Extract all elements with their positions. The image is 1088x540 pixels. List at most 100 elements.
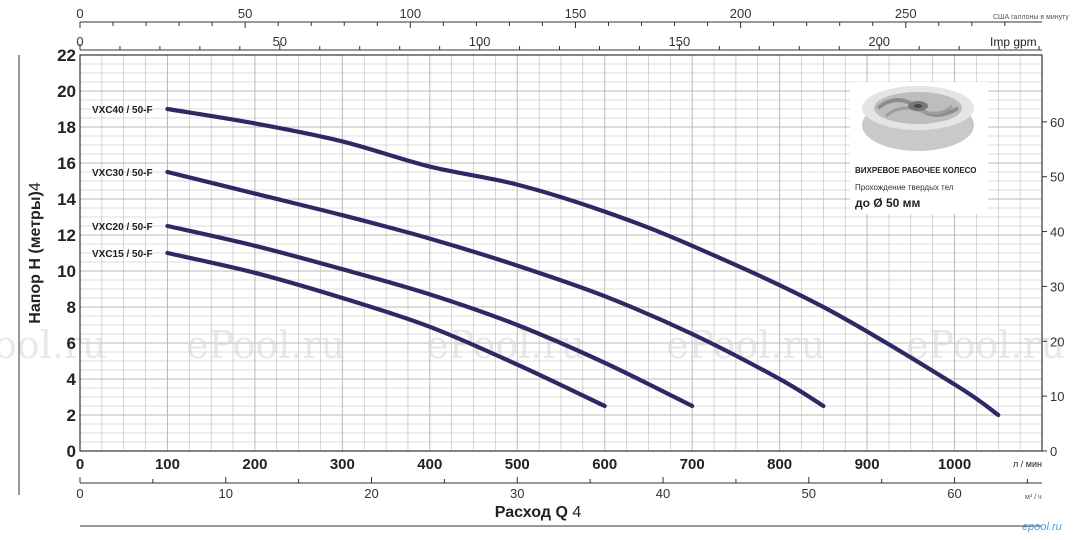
series-point-3 [253, 271, 257, 274]
series-label-1: VXC30 / 50-F [92, 168, 153, 179]
series-layer: VXC40 / 50-F VXC30 / 50-F VXC20 / 50-F VXC1… [92, 105, 1001, 418]
x-axis: 0 100 200 300 400 500 600 700 800 900 1000 [76, 456, 971, 473]
x-tick-label: 500 [505, 456, 530, 473]
y-tick-label: 20 [57, 82, 76, 101]
x-tick-label: 300 [330, 456, 355, 473]
series-point-3 [166, 251, 169, 255]
y-axis: 0 2 4 6 8 10 12 14 16 18 20 22 [57, 46, 76, 461]
series-point-1 [341, 214, 344, 217]
series-point-3 [428, 325, 432, 328]
impeller-image [862, 86, 974, 151]
right-tick-label: 60 [1050, 115, 1064, 130]
y-tick-label: 16 [57, 154, 76, 173]
y-axis-label: Напор H (метры) [27, 191, 44, 324]
top-us-tick-label: 150 [565, 6, 587, 21]
x-tick-label: 0 [76, 456, 84, 473]
series-point-0 [997, 413, 1000, 417]
top-imp-tick-label: 100 [469, 34, 491, 49]
series-line-0 [165, 106, 1001, 418]
x-axis-title: Расход Q 4 [495, 504, 582, 521]
x-tick-label: 400 [417, 456, 442, 473]
series-point-0 [953, 383, 956, 386]
series-point-3 [516, 363, 519, 366]
right-tick-label: 40 [1050, 225, 1064, 240]
y-tick-label: 22 [57, 46, 76, 65]
top-us-tick-label: 50 [238, 6, 252, 21]
y-tick-label: 10 [57, 262, 76, 281]
x-tick-label: 800 [767, 456, 792, 473]
x-tick-label: 600 [592, 456, 617, 473]
x2-tick-label: 40 [656, 486, 670, 501]
series-label-2: VXC20 / 50-F [92, 222, 153, 233]
series-point-2 [341, 268, 344, 271]
right-axis: 0 10 20 30 40 50 60 [1042, 115, 1064, 459]
x2-tick-label: 60 [947, 486, 961, 501]
x-tick-label: 900 [855, 456, 880, 473]
series-label-3: VXC15 / 50-F [92, 249, 153, 260]
grid [80, 55, 1042, 451]
top-us-tick-label: 200 [730, 6, 752, 21]
watermark-text: Pool.ru [0, 323, 107, 367]
series-point-1 [166, 170, 169, 174]
inset-size: до Ø 50 мм [855, 196, 921, 210]
y-axis-label-suffix: 4 [27, 182, 44, 191]
inset-subtitle: Прохождение твердых тел [855, 183, 954, 192]
series-point-0 [341, 140, 344, 143]
series-label-0: VXC40 / 50-F [92, 105, 153, 116]
right-tick-label: 10 [1050, 389, 1064, 404]
series-point-2 [690, 404, 694, 408]
series-point-1 [778, 377, 781, 381]
series-point-3 [341, 296, 344, 300]
series-point-0 [428, 165, 432, 168]
series-point-1 [822, 404, 825, 408]
top-us-tick-label: 250 [895, 6, 917, 21]
y-tick-label: 14 [57, 190, 76, 209]
series-point-0 [253, 122, 257, 125]
top-imp-tick-label: 200 [868, 34, 890, 49]
top-us-axis-label: США галлоны в минуту [993, 14, 1069, 21]
y-axis-title: Напор H (метры)4 [27, 182, 44, 324]
x-tick-label: 200 [242, 456, 267, 473]
y-tick-label: 8 [67, 298, 76, 317]
x-tick-label: 1000 [938, 456, 971, 473]
x2-tick-label: 0 [76, 486, 83, 501]
series-point-2 [603, 361, 606, 364]
series-line-3 [165, 250, 607, 409]
x2-tick-label: 50 [802, 486, 816, 501]
series-point-1 [428, 237, 432, 240]
series-point-2 [253, 244, 257, 247]
inset-title: ВИХРЕВОЕ РАБОЧЕЕ КОЛЕСО [855, 166, 976, 175]
right-tick-label: 30 [1050, 279, 1064, 294]
series-point-1 [690, 332, 694, 336]
series-point-2 [428, 293, 432, 296]
y-tick-label: 0 [67, 442, 76, 461]
top-imp-tick-label: 50 [273, 34, 287, 49]
series-point-0 [690, 244, 694, 247]
series-point-1 [603, 295, 606, 298]
impeller-inset: ВИХРЕВОЕ РАБОЧЕЕ КОЛЕСО Прохождение твер… [850, 82, 988, 214]
top-imp-tick-label: 0 [76, 34, 83, 49]
x2-tick-label: 20 [364, 486, 378, 501]
x2-tick-label: 30 [510, 486, 524, 501]
svg-text:Напор H (метры)4: Напор H (метры)4 [27, 182, 44, 324]
plot-area [79, 54, 1043, 452]
series-point-2 [516, 323, 519, 327]
watermark-text: ePool.ru [186, 323, 345, 367]
watermark-text: ePool.ru [906, 323, 1065, 367]
x2-axis-unit: м³ / ч [1025, 494, 1042, 501]
y-tick-label: 4 [67, 370, 77, 389]
series-point-1 [516, 264, 519, 267]
corner-logo: epool.ru [1022, 521, 1062, 533]
y-tick-label: 2 [67, 406, 76, 425]
x-axis-unit: л / мин [1013, 459, 1042, 469]
top-us-axis: 0 50 100 150 200 250 [76, 6, 1006, 28]
x2-tick-label: 10 [219, 486, 233, 501]
series-point-1 [253, 192, 257, 195]
x-tick-label: 700 [680, 456, 705, 473]
series-point-3 [603, 404, 606, 408]
series-point-0 [166, 107, 169, 111]
right-tick-label: 20 [1050, 334, 1064, 349]
top-us-tick-label: 0 [76, 6, 83, 21]
